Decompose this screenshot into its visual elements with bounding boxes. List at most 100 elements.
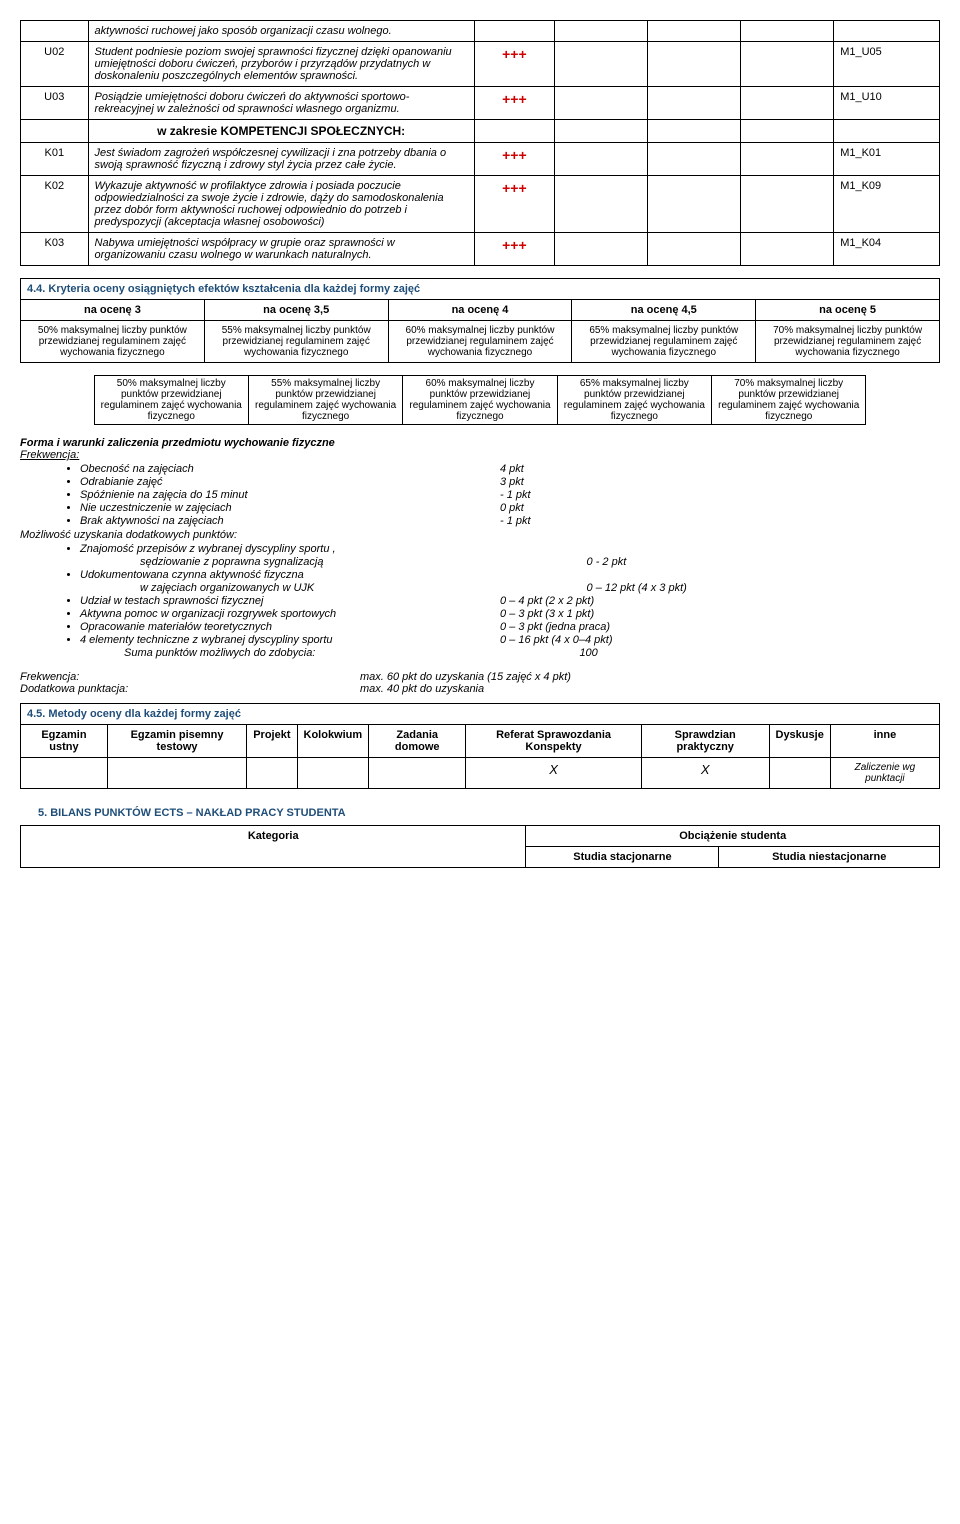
blank-cell [648,176,741,233]
competence-header: w zakresie KOMPETENCJI SPOŁECZNYCH: [88,120,474,143]
method-header: Kolokwium [297,725,369,758]
bullet-value: 0 - 2 pkt [587,556,940,568]
plus-cell: +++ [474,42,554,87]
method-cell [107,758,246,789]
blank-cell [555,176,648,233]
method-header: Egzamin ustny [21,725,108,758]
bullet-value: 0 – 16 pkt (4 x 0–4 pkt) [500,634,880,646]
m-code [834,21,940,42]
grade-cell: 65% maksymalnej liczby punktów przewidzi… [557,376,711,425]
outcome-desc: Jest świadom zagrożeń współczesnej cywil… [88,143,474,176]
bullet-text: Udokumentowana czynna aktywność fizyczna [80,569,500,581]
plus-cell: +++ [474,143,554,176]
method-cell [769,758,830,789]
grade-cell: 55% maksymalnej liczby punktów przewidzi… [204,321,388,363]
plus-cell: +++ [474,87,554,120]
plus-cell [474,120,554,143]
outcomes-table: aktywności ruchowej jako sposób organiza… [20,20,940,266]
list-item: Znajomość przepisów z wybranej dyscyplin… [80,543,940,555]
outcome-desc: aktywności ruchowej jako sposób organiza… [88,21,474,42]
grade-header: na ocenę 4 [388,300,572,321]
blank-cell [648,120,741,143]
grade-header: na ocenę 3,5 [204,300,388,321]
bullet-text: Znajomość przepisów z wybranej dyscyplin… [80,543,500,555]
bullet-value: - 1 pkt [500,515,880,527]
blank-cell [555,42,648,87]
method-cell [297,758,369,789]
blank-cell [741,87,834,120]
bullet-value: 0 – 4 pkt (2 x 2 pkt) [500,595,880,607]
m-code: M1_K04 [834,233,940,266]
plus-cell: +++ [474,176,554,233]
blank-cell [741,21,834,42]
grade-cell: 70% maksymalnej liczby punktów przewidzi… [756,321,940,363]
method-cell [369,758,466,789]
outcome-code [21,120,89,143]
ects-stac: Studia stacjonarne [526,847,719,868]
bullet-value: 3 pkt [500,476,880,488]
bullet-value [500,569,880,581]
bullet-value: 0 – 12 pkt (4 x 3 pkt) [587,582,940,594]
blank-cell [741,42,834,87]
bullet-value [500,543,880,555]
outcome-code: K02 [21,176,89,233]
blank-cell [648,233,741,266]
grading-table-1: 4.4. Kryteria oceny osiągniętych efektów… [20,278,940,363]
grade-cell: 50% maksymalnej liczby punktów przewidzi… [94,376,248,425]
bullet-text: Aktywna pomoc w organizacji rozgrywek sp… [80,608,500,620]
method-cell [21,758,108,789]
frek-label: Frekwencja: [20,449,940,461]
method-header: Dyskusje [769,725,830,758]
ects-obc: Obciążenie studenta [526,826,940,847]
blank-cell [648,42,741,87]
outcome-desc: Nabywa umiejętności współpracy w grupie … [88,233,474,266]
method-cell: Zaliczenie wg punktacji [830,758,939,789]
bullet-text: Brak aktywności na zajęciach [80,515,500,527]
blank-cell [555,87,648,120]
list-item: Aktywna pomoc w organizacji rozgrywek sp… [80,608,940,620]
grade-header: na ocenę 5 [756,300,940,321]
method-cell: X [466,758,642,789]
grade-cell: 50% maksymalnej liczby punktów przewidzi… [21,321,205,363]
method-header: inne [830,725,939,758]
mozl-label: Możliwość uzyskania dodatkowych punktów: [20,529,940,541]
method-header: Zadania domowe [369,725,466,758]
list-item: Obecność na zajęciach 4 pkt [80,463,940,475]
section-44-title: 4.4. Kryteria oceny osiągniętych efektów… [21,279,940,300]
method-header: Referat Sprawozdania Konspekty [466,725,642,758]
blank-cell [648,143,741,176]
blank-cell [648,21,741,42]
list-item: Udokumentowana czynna aktywność fizyczna [80,569,940,581]
bullet-value: 4 pkt [500,463,880,475]
summary-value: max. 40 pkt do uzyskania [360,683,484,695]
summary-value: max. 60 pkt do uzyskania (15 zajęć x 4 p… [360,671,571,683]
m-code: M1_U10 [834,87,940,120]
blank-cell [648,87,741,120]
forma-section: Forma i warunki zaliczenia przedmiotu wy… [20,437,940,695]
bullet-text: Udział w testach sprawności fizycznej [80,595,500,607]
bullet-text: Nie uczestniczenie w zajęciach [80,502,500,514]
bullet-value: 0 – 3 pkt (jedna praca) [500,621,880,633]
blank-cell [741,176,834,233]
bullet-value: 0 – 3 pkt (3 x 1 pkt) [500,608,880,620]
ects-kategoria: Kategoria [21,826,526,868]
bullet-text: 4 elementy techniczne z wybranej dyscypl… [80,634,500,646]
blank-cell [555,120,648,143]
blank-cell [741,233,834,266]
method-cell: X [641,758,769,789]
outcome-desc: Posiądzie umiejętności doboru ćwiczeń do… [88,87,474,120]
list-item: Odrabianie zajęć3 pkt [80,476,940,488]
section-5-title: 5. BILANS PUNKTÓW ECTS – NAKŁAD PRACY ST… [20,801,940,825]
method-header: Sprawdzian praktyczny [641,725,769,758]
grade-cell: 55% maksymalnej liczby punktów przewidzi… [248,376,402,425]
grade-cell: 60% maksymalnej liczby punktów przewidzi… [403,376,557,425]
bullet-text: Obecność na zajęciach [80,463,500,475]
grade-cell: 60% maksymalnej liczby punktów przewidzi… [388,321,572,363]
grading-table-2: 50% maksymalnej liczby punktów przewidzi… [94,375,867,425]
bullet-value: 100 [579,647,940,659]
bullet-value: - 1 pkt [500,489,880,501]
method-header: Projekt [247,725,297,758]
ects-niestac: Studia niestacjonarne [719,847,940,868]
blank-cell [741,143,834,176]
bullet-text: Opracowanie materiałów teoretycznych [80,621,500,633]
